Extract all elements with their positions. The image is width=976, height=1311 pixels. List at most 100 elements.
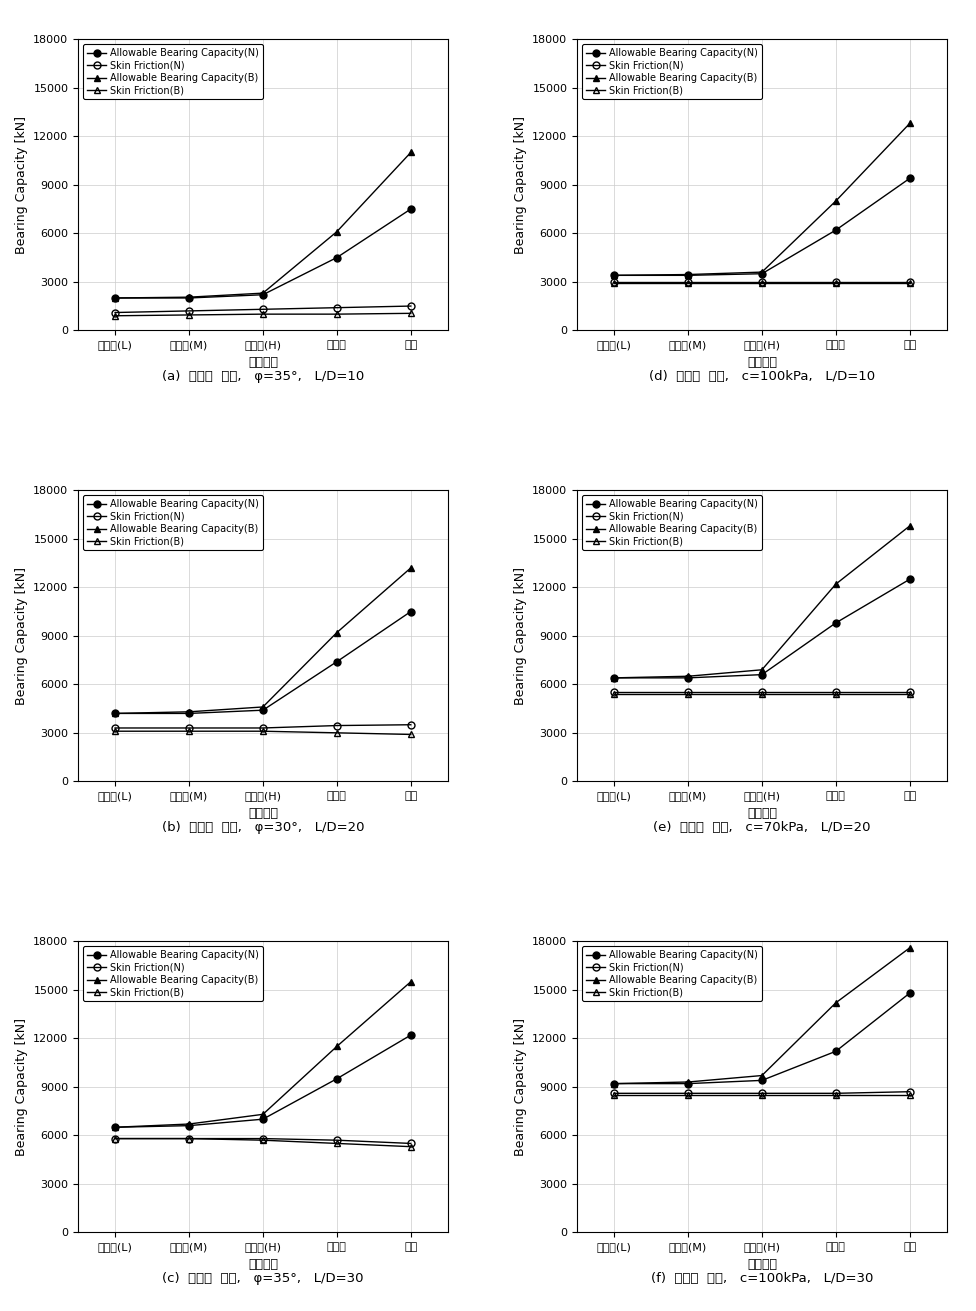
Skin Friction(B) bbox=[756, 275, 768, 291]
Y-axis label: Bearing Capacity [kN]: Bearing Capacity [kN] bbox=[513, 1017, 527, 1156]
Skin Friction(N) bbox=[682, 1086, 694, 1101]
Skin Friction(N) bbox=[608, 274, 620, 290]
Skin Friction(N) bbox=[405, 1135, 417, 1151]
Skin Friction(B) bbox=[904, 686, 915, 701]
Allowable Bearing Capacity(B) bbox=[183, 290, 195, 305]
Skin Friction(B) bbox=[756, 686, 768, 701]
Allowable Bearing Capacity(N) bbox=[405, 201, 417, 216]
Skin Friction(N) bbox=[405, 298, 417, 313]
Text: (a)  상부층  모래,   φ=35°,   L/D=10: (a) 상부층 모래, φ=35°, L/D=10 bbox=[162, 370, 364, 383]
Line: Allowable Bearing Capacity(N): Allowable Bearing Capacity(N) bbox=[111, 608, 414, 717]
Skin Friction(B) bbox=[183, 1130, 195, 1146]
Skin Friction(B) bbox=[257, 724, 268, 739]
Allowable Bearing Capacity(B) bbox=[257, 699, 268, 714]
Allowable Bearing Capacity(B) bbox=[756, 1067, 768, 1083]
Text: (e)  상부층  점토,   c=70kPa,   L/D=20: (e) 상부층 점토, c=70kPa, L/D=20 bbox=[653, 821, 871, 834]
Skin Friction(N) bbox=[331, 300, 343, 316]
Skin Friction(N) bbox=[756, 274, 768, 290]
Allowable Bearing Capacity(B) bbox=[608, 267, 620, 283]
Y-axis label: Bearing Capacity [kN]: Bearing Capacity [kN] bbox=[15, 1017, 27, 1156]
Allowable Bearing Capacity(B) bbox=[682, 266, 694, 282]
Line: Allowable Bearing Capacity(B): Allowable Bearing Capacity(B) bbox=[611, 523, 914, 682]
Line: Allowable Bearing Capacity(B): Allowable Bearing Capacity(B) bbox=[611, 944, 914, 1087]
Skin Friction(N) bbox=[331, 717, 343, 733]
Line: Skin Friction(B): Skin Friction(B) bbox=[611, 691, 914, 697]
Allowable Bearing Capacity(B) bbox=[405, 560, 417, 576]
Skin Friction(B) bbox=[830, 275, 841, 291]
Text: (d)  상부층  점토,   c=100kPa,   L/D=10: (d) 상부층 점토, c=100kPa, L/D=10 bbox=[649, 370, 874, 383]
Allowable Bearing Capacity(N) bbox=[682, 670, 694, 686]
Line: Allowable Bearing Capacity(B): Allowable Bearing Capacity(B) bbox=[111, 149, 414, 302]
Skin Friction(N) bbox=[257, 302, 268, 317]
Skin Friction(B) bbox=[904, 275, 915, 291]
Y-axis label: Bearing Capacity [kN]: Bearing Capacity [kN] bbox=[513, 115, 527, 254]
Allowable Bearing Capacity(N) bbox=[331, 249, 343, 265]
Skin Friction(B) bbox=[682, 686, 694, 701]
Skin Friction(N) bbox=[405, 717, 417, 733]
X-axis label: 하부지층: 하부지층 bbox=[248, 806, 278, 819]
Allowable Bearing Capacity(B) bbox=[830, 577, 841, 593]
Skin Friction(N) bbox=[830, 1086, 841, 1101]
Line: Allowable Bearing Capacity(N): Allowable Bearing Capacity(N) bbox=[111, 1032, 414, 1130]
Text: (b)  상부층  모래,   φ=30°,   L/D=20: (b) 상부층 모래, φ=30°, L/D=20 bbox=[162, 821, 364, 834]
Allowable Bearing Capacity(N) bbox=[405, 1028, 417, 1044]
Skin Friction(N) bbox=[109, 1130, 121, 1146]
Allowable Bearing Capacity(N) bbox=[109, 290, 121, 305]
Allowable Bearing Capacity(B) bbox=[109, 705, 121, 721]
Y-axis label: Bearing Capacity [kN]: Bearing Capacity [kN] bbox=[15, 115, 27, 254]
Line: Allowable Bearing Capacity(N): Allowable Bearing Capacity(N) bbox=[611, 576, 914, 682]
Legend: Allowable Bearing Capacity(N), Skin Friction(N), Allowable Bearing Capacity(B), : Allowable Bearing Capacity(N), Skin Fric… bbox=[83, 45, 263, 100]
Skin Friction(N) bbox=[183, 720, 195, 735]
Allowable Bearing Capacity(N) bbox=[830, 1044, 841, 1059]
Allowable Bearing Capacity(B) bbox=[756, 265, 768, 281]
Allowable Bearing Capacity(N) bbox=[109, 1120, 121, 1135]
Skin Friction(B) bbox=[331, 307, 343, 323]
Allowable Bearing Capacity(B) bbox=[109, 290, 121, 305]
Line: Skin Friction(B): Skin Friction(B) bbox=[111, 1135, 414, 1150]
Skin Friction(B) bbox=[109, 1130, 121, 1146]
Skin Friction(N) bbox=[682, 684, 694, 700]
Allowable Bearing Capacity(B) bbox=[904, 518, 915, 534]
Allowable Bearing Capacity(B) bbox=[756, 662, 768, 678]
X-axis label: 하부지층: 하부지층 bbox=[747, 1257, 777, 1270]
X-axis label: 하부지층: 하부지층 bbox=[747, 355, 777, 368]
Skin Friction(B) bbox=[608, 275, 620, 291]
Allowable Bearing Capacity(N) bbox=[830, 615, 841, 631]
Skin Friction(N) bbox=[756, 1086, 768, 1101]
Line: Allowable Bearing Capacity(B): Allowable Bearing Capacity(B) bbox=[611, 119, 914, 279]
Skin Friction(N) bbox=[904, 274, 915, 290]
Allowable Bearing Capacity(B) bbox=[331, 224, 343, 240]
Line: Allowable Bearing Capacity(B): Allowable Bearing Capacity(B) bbox=[111, 565, 414, 717]
Skin Friction(N) bbox=[756, 684, 768, 700]
Legend: Allowable Bearing Capacity(N), Skin Friction(N), Allowable Bearing Capacity(B), : Allowable Bearing Capacity(N), Skin Fric… bbox=[582, 45, 762, 100]
Skin Friction(B) bbox=[405, 726, 417, 742]
Skin Friction(B) bbox=[405, 1139, 417, 1155]
Line: Skin Friction(N): Skin Friction(N) bbox=[611, 1088, 914, 1097]
Skin Friction(N) bbox=[183, 1130, 195, 1146]
Y-axis label: Bearing Capacity [kN]: Bearing Capacity [kN] bbox=[513, 566, 527, 705]
Allowable Bearing Capacity(B) bbox=[904, 940, 915, 956]
Allowable Bearing Capacity(N) bbox=[405, 604, 417, 620]
Skin Friction(N) bbox=[183, 303, 195, 319]
Allowable Bearing Capacity(N) bbox=[756, 667, 768, 683]
Y-axis label: Bearing Capacity [kN]: Bearing Capacity [kN] bbox=[15, 566, 27, 705]
Allowable Bearing Capacity(N) bbox=[183, 705, 195, 721]
Allowable Bearing Capacity(N) bbox=[109, 705, 121, 721]
Skin Friction(B) bbox=[608, 686, 620, 701]
Allowable Bearing Capacity(N) bbox=[183, 1118, 195, 1134]
Allowable Bearing Capacity(N) bbox=[682, 267, 694, 283]
Skin Friction(N) bbox=[257, 1130, 268, 1146]
Allowable Bearing Capacity(N) bbox=[830, 223, 841, 239]
Allowable Bearing Capacity(B) bbox=[608, 670, 620, 686]
Allowable Bearing Capacity(B) bbox=[682, 1074, 694, 1089]
Skin Friction(B) bbox=[183, 724, 195, 739]
Allowable Bearing Capacity(N) bbox=[608, 1076, 620, 1092]
Skin Friction(B) bbox=[257, 307, 268, 323]
Line: Skin Friction(N): Skin Friction(N) bbox=[111, 303, 414, 316]
Skin Friction(N) bbox=[830, 684, 841, 700]
Skin Friction(N) bbox=[904, 1084, 915, 1100]
Allowable Bearing Capacity(N) bbox=[904, 986, 915, 1002]
Line: Skin Friction(B): Skin Friction(B) bbox=[611, 1092, 914, 1099]
Line: Skin Friction(N): Skin Friction(N) bbox=[111, 721, 414, 732]
Line: Allowable Bearing Capacity(N): Allowable Bearing Capacity(N) bbox=[611, 174, 914, 279]
